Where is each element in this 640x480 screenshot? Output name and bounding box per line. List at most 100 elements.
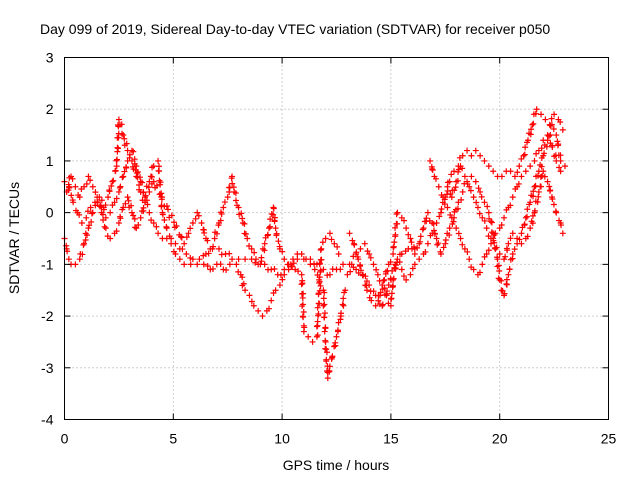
data-point [518,173,525,180]
data-point [185,230,192,237]
data-point [88,218,95,225]
data-point [529,193,536,200]
data-point [527,131,534,138]
data-point [290,260,297,267]
data-point [335,251,342,258]
data-point [523,213,530,220]
data-point [424,209,431,216]
data-point [119,174,126,181]
data-point [122,200,129,207]
data-point [113,228,120,235]
data-point [520,152,527,159]
data-point [435,240,442,247]
data-point [503,276,510,283]
data-point [239,215,246,222]
data-point [78,219,85,226]
data-point [470,266,477,273]
data-point [318,256,325,263]
data-point [124,157,131,164]
data-point [461,245,468,252]
data-point [157,181,164,188]
data-point [420,225,427,232]
data-point [501,290,508,297]
y-tick-label: 0 [46,205,54,221]
data-point [530,188,537,195]
series-arc-g [444,163,566,263]
data-point [150,163,157,170]
data-point [281,256,288,263]
data-point [179,246,186,253]
data-point [496,268,503,275]
data-point [113,157,120,164]
data-point [351,241,358,248]
data-point [403,225,410,232]
data-point [384,267,391,274]
data-point [479,261,486,268]
data-point [389,284,396,291]
data-point [360,272,367,279]
data-point [338,310,344,317]
data-point [294,256,301,263]
data-point [324,375,331,382]
data-point [509,230,516,237]
data-point [315,312,322,319]
data-point [366,251,373,258]
data-point [313,323,320,330]
data-point [130,148,137,155]
data-point [559,126,566,133]
data-point [135,222,142,229]
data-point [266,225,273,232]
data-point [289,263,296,270]
data-point [321,289,328,296]
data-point [120,204,127,211]
data-point [507,168,514,175]
data-point [375,297,382,304]
data-point [299,301,306,308]
data-point [550,125,557,132]
data-point [72,261,79,268]
data-point [451,187,458,194]
data-point [457,235,464,242]
data-point [115,145,122,152]
data-point [509,251,516,258]
x-tick-label: 5 [169,431,177,447]
data-point [213,230,220,237]
data-point [505,240,512,247]
data-point [470,194,477,201]
data-point [349,237,356,244]
axis-ticks: 0 5 10 15 20 25 -4 -3 -2 -1 0 1 2 3 [41,50,616,447]
data-point [183,251,190,258]
data-point [322,338,329,345]
data-point [331,240,338,247]
data-point [353,266,360,273]
data-point [509,194,516,201]
data-point [432,175,439,182]
data-point [544,178,551,185]
data-point [385,282,392,289]
series-arc-d [344,106,566,309]
data-point [224,194,231,201]
data-point [448,214,455,221]
data-point [277,272,284,279]
data-point [158,202,165,209]
data-point [205,250,212,257]
data-point [427,157,434,164]
data-point [113,163,120,170]
data-point [161,217,168,224]
data-point [446,232,453,239]
data-point [542,116,549,123]
data-point [528,126,535,133]
data-point [438,205,445,212]
data-point [321,310,328,317]
data-point [251,249,258,256]
data-point [453,225,460,232]
data-point [531,157,538,164]
data-point [323,346,330,353]
data-point [140,204,147,211]
data-point [317,282,324,289]
data-point [125,197,132,204]
series-arc-e [346,121,568,309]
data-point [102,202,109,209]
data-point [299,280,306,287]
data-point [553,209,560,216]
